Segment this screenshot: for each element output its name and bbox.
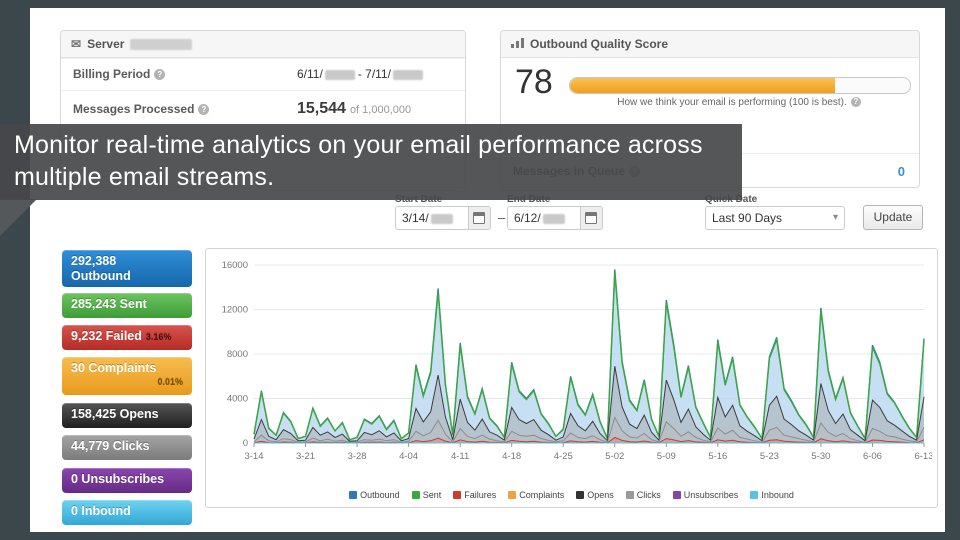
info-icon[interactable]: ? — [154, 69, 166, 80]
svg-text:5-09: 5-09 — [657, 451, 676, 462]
legend-swatch — [411, 491, 420, 499]
quality-panel-header: Outbound Quality Score — [501, 31, 919, 58]
billing-period-label: Billing Period — [73, 67, 151, 81]
billing-period-value: 6/11/- 7/11/ — [297, 67, 426, 81]
svg-text:16000: 16000 — [222, 260, 248, 271]
redacted-year — [430, 213, 453, 224]
legend-item-complaints[interactable]: Complaints — [508, 490, 564, 500]
calendar-icon — [473, 212, 485, 224]
svg-text:6-06: 6-06 — [863, 451, 882, 462]
svg-text:5-30: 5-30 — [811, 451, 830, 462]
quality-panel-title: Outbound Quality Score — [530, 37, 669, 51]
svg-text:4-25: 4-25 — [554, 451, 573, 462]
svg-text:5-02: 5-02 — [605, 451, 624, 462]
stat-badge-outbound[interactable]: 292,388 Outbound — [62, 250, 192, 287]
end-date-input[interactable]: 6/12/ — [507, 206, 581, 230]
server-panel-header: ✉ Server — [61, 31, 465, 58]
caption-text: Monitor real-time analytics on your emai… — [14, 131, 703, 191]
info-icon[interactable]: ? — [850, 97, 861, 107]
billing-period-row: Billing Period? 6/11/- 7/11/ — [61, 58, 465, 90]
server-name-redacted — [129, 39, 192, 51]
traffic-chart-panel: 0 4000 8000 12000 16000 3-14 3-21 3-28 4-04 4-11 4… — [205, 248, 938, 508]
quality-score-bar — [569, 77, 911, 94]
legend-item-sent[interactable]: Sent — [411, 490, 441, 500]
svg-text:3-28: 3-28 — [348, 451, 367, 462]
legend-item-opens[interactable]: Opens — [576, 490, 614, 500]
legend-item-unsubscribes[interactable]: Unsubscribes — [672, 490, 738, 500]
svg-text:5-23: 5-23 — [760, 451, 779, 462]
messages-processed-row: Messages Processed? 15,544 of 1,000,000 — [61, 90, 465, 127]
end-date-calendar-button[interactable] — [581, 206, 603, 230]
chart-legend: Outbound Sent Failures Complaints Opens Click… — [206, 490, 937, 500]
calendar-icon — [585, 212, 597, 224]
stat-badge-complaints[interactable]: 30 Complaints 0.01% — [62, 357, 192, 395]
stat-badge-failed[interactable]: 9,232 Failed 3.16% — [62, 325, 192, 350]
svg-text:4-18: 4-18 — [502, 451, 521, 462]
legend-swatch — [625, 491, 634, 499]
stat-badge-sent[interactable]: 285,243 Sent — [62, 293, 192, 318]
redacted-date — [324, 69, 355, 80]
server-panel-title: Server — [87, 37, 125, 51]
update-button[interactable]: Update — [863, 205, 923, 230]
bar-chart-icon — [511, 38, 524, 48]
legend-swatch — [453, 491, 462, 499]
info-icon[interactable]: ? — [198, 104, 210, 115]
stat-badge-inbound[interactable]: 0 Inbound — [62, 500, 192, 525]
stat-badge-clicks[interactable]: 44,779 Clicks — [62, 435, 192, 460]
caption-overlay-tail — [0, 199, 37, 236]
legend-swatch — [508, 491, 517, 499]
legend-item-failures[interactable]: Failures — [453, 490, 496, 500]
quality-score-bar-fill — [570, 78, 836, 93]
svg-text:4000: 4000 — [227, 394, 248, 405]
dashboard-content: ✉ Server Billing Period? 6/11/- 7/11/ Mes… — [30, 8, 945, 532]
svg-text:3-21: 3-21 — [296, 451, 315, 462]
messages-in-queue-value: 0 — [897, 164, 905, 179]
quality-score-description: How we think your email is performing (1… — [617, 97, 847, 108]
start-date-input[interactable]: 3/14/ — [395, 206, 469, 230]
redacted-year — [542, 213, 565, 224]
traffic-chart: 0 4000 8000 12000 16000 3-14 3-21 3-28 4-04 4-11 4… — [222, 260, 932, 462]
svg-text:12000: 12000 — [222, 305, 248, 316]
quality-score-value: 78 — [515, 63, 553, 101]
legend-item-inbound[interactable]: Inbound — [750, 490, 794, 500]
svg-text:5-16: 5-16 — [708, 451, 727, 462]
failed-percent: 3.16% — [145, 332, 172, 342]
svg-text:8000: 8000 — [227, 349, 248, 360]
svg-text:3-14: 3-14 — [244, 451, 263, 462]
chevron-down-icon: ▾ — [832, 212, 838, 223]
messages-processed-value: 15,544 of 1,000,000 — [297, 100, 412, 117]
legend-item-outbound[interactable]: Outbound — [349, 490, 400, 500]
start-date-calendar-button[interactable] — [469, 206, 491, 230]
legend-swatch — [750, 491, 759, 499]
redacted-date — [392, 69, 423, 80]
quick-date-select[interactable]: Last 90 Days ▾ — [705, 206, 845, 230]
legend-swatch — [576, 491, 585, 499]
svg-text:6-13: 6-13 — [914, 451, 932, 462]
caption-overlay: Monitor real-time analytics on your emai… — [0, 124, 742, 200]
stat-badge-opens[interactable]: 158,425 Opens — [62, 403, 192, 428]
legend-swatch — [672, 491, 681, 499]
svg-text:0: 0 — [243, 438, 248, 449]
legend-item-clicks[interactable]: Clicks — [625, 490, 661, 500]
date-range-separator: – — [498, 210, 506, 225]
svg-text:4-04: 4-04 — [399, 451, 418, 462]
messages-processed-label: Messages Processed — [73, 102, 195, 116]
complaints-percent: 0.01% — [157, 377, 183, 387]
stat-badge-unsubscribes[interactable]: 0 Unsubscribes — [62, 468, 192, 493]
legend-swatch — [349, 491, 358, 499]
envelope-icon: ✉ — [71, 37, 82, 51]
svg-text:4-11: 4-11 — [451, 451, 469, 462]
